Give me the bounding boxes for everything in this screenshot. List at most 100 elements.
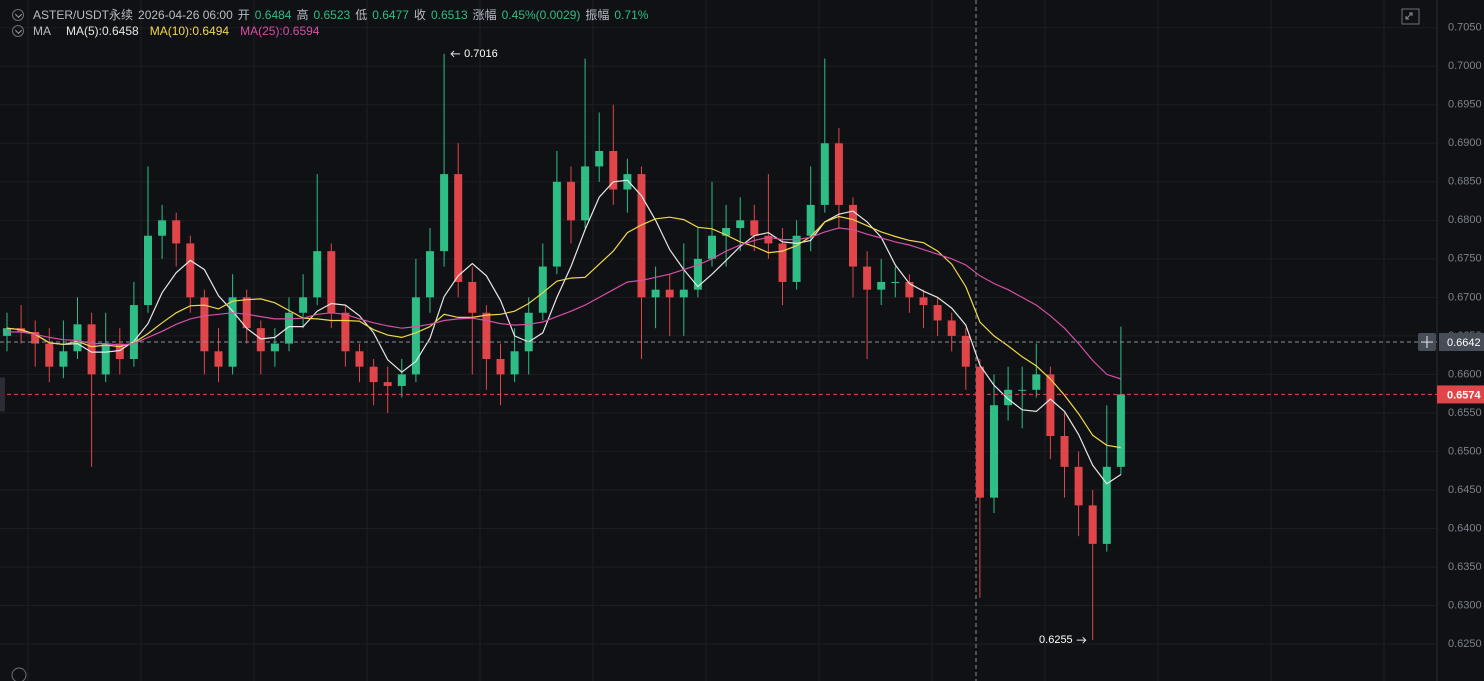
candle-body xyxy=(144,235,152,306)
candle-body xyxy=(411,297,420,375)
time: 2026-04-26 06:00 xyxy=(138,7,233,22)
candle-body xyxy=(186,243,195,298)
candle-body xyxy=(863,266,872,290)
candle-body xyxy=(59,351,68,367)
symbol: ASTER/USDT永续 xyxy=(33,8,134,22)
amplitude-value: 0.71% xyxy=(614,7,649,22)
candle-body xyxy=(214,351,223,367)
y-tick-label: 0.6900 xyxy=(1448,137,1482,149)
legend-entry: MA(25):0.6594 xyxy=(240,24,320,38)
candle-body xyxy=(820,143,829,205)
candle-body xyxy=(327,251,336,313)
candle-body xyxy=(87,324,96,375)
min-marker-label: 0.6255 xyxy=(1039,634,1073,646)
candle-body xyxy=(158,220,167,236)
candle-body xyxy=(1004,389,1013,406)
candle-body xyxy=(285,312,293,344)
candle-body xyxy=(834,143,843,205)
ma-line xyxy=(6,179,1122,485)
candle-body xyxy=(313,251,322,298)
y-tick-label: 0.6600 xyxy=(1448,368,1482,380)
candle-body xyxy=(115,343,124,359)
candle-body xyxy=(947,320,956,336)
candle-body xyxy=(299,297,308,313)
candle-body xyxy=(468,281,477,313)
last-price-tag xyxy=(1437,385,1484,404)
y-tick-label: 0.6500 xyxy=(1448,445,1482,457)
plus-icon xyxy=(1421,336,1433,349)
candle-body xyxy=(961,335,970,367)
candle-body xyxy=(849,204,857,267)
change-label: 涨幅 xyxy=(472,8,497,22)
candle-body xyxy=(764,235,773,244)
candle-body xyxy=(990,405,998,498)
candle-body xyxy=(567,181,575,221)
candle-body xyxy=(510,351,519,375)
y-tick-label: 0.6350 xyxy=(1448,561,1482,573)
candle-body xyxy=(172,220,181,244)
candle-body xyxy=(1018,389,1027,391)
candle-body xyxy=(1032,374,1041,390)
candle-body xyxy=(679,289,688,298)
candle-body xyxy=(1116,394,1125,467)
candle-body xyxy=(975,366,984,498)
candle-body xyxy=(270,343,279,352)
candle-body xyxy=(242,297,251,329)
y-tick-label: 0.6550 xyxy=(1448,407,1482,419)
low-value: 0.6477 xyxy=(372,7,409,22)
candle-body xyxy=(1046,374,1055,437)
candle-body xyxy=(581,166,590,221)
fullscreen-glyph xyxy=(1405,12,1413,20)
max-marker-label: 0.7016 xyxy=(464,48,498,60)
candle-body xyxy=(623,174,632,190)
candle-body xyxy=(496,358,505,375)
candle-body xyxy=(1102,466,1111,544)
candle-body xyxy=(792,235,801,282)
candle-body xyxy=(341,312,350,352)
candle-body xyxy=(919,297,928,306)
candle-body xyxy=(256,328,265,352)
candle-body xyxy=(891,281,900,283)
candle-body xyxy=(200,297,209,352)
close-label: 收 xyxy=(413,8,426,22)
candle-body xyxy=(933,305,942,321)
candle-body xyxy=(73,324,82,352)
candle-body xyxy=(1088,505,1097,544)
collapse-icon[interactable] xyxy=(12,8,24,21)
ma-line xyxy=(6,215,1121,449)
collapse-icon[interactable] xyxy=(12,25,24,37)
high-value: 0.6523 xyxy=(313,7,351,22)
close-value: 0.6513 xyxy=(430,7,468,22)
low-label: 低 xyxy=(355,8,368,22)
candle-body xyxy=(440,174,449,252)
y-tick-label: 0.6750 xyxy=(1448,253,1482,265)
candle-body xyxy=(693,258,702,290)
candle-body xyxy=(397,374,406,386)
candle-body xyxy=(736,220,745,229)
candle-body xyxy=(426,251,434,298)
candle-body xyxy=(609,150,618,190)
crosshair-price-tag xyxy=(1439,333,1484,352)
amplitude-label: 振幅 xyxy=(585,8,610,22)
candle-body xyxy=(101,343,110,375)
candle-body xyxy=(482,312,491,359)
y-tick-label: 0.6950 xyxy=(1448,99,1482,111)
legend-entry: MA(5):0.6458 xyxy=(66,24,139,38)
indicator-legend: MA MA(5):0.6458 MA(10):0.6494 MA(25):0.659… xyxy=(12,24,325,38)
indicator-label[interactable]: MA xyxy=(33,24,51,38)
open-label: 开 xyxy=(237,8,250,22)
y-tick-label: 0.6850 xyxy=(1448,176,1482,188)
candle-body xyxy=(45,343,54,367)
candle-body xyxy=(454,174,463,282)
arrow-icon xyxy=(450,50,461,58)
ma-line xyxy=(7,227,1122,380)
expand-button[interactable] xyxy=(11,667,27,681)
candle-body xyxy=(708,235,716,259)
candle-body xyxy=(552,181,561,267)
candle-body xyxy=(369,366,378,383)
legend-entry: MA(10):0.6494 xyxy=(149,24,230,38)
fullscreen-button[interactable] xyxy=(1401,8,1420,25)
